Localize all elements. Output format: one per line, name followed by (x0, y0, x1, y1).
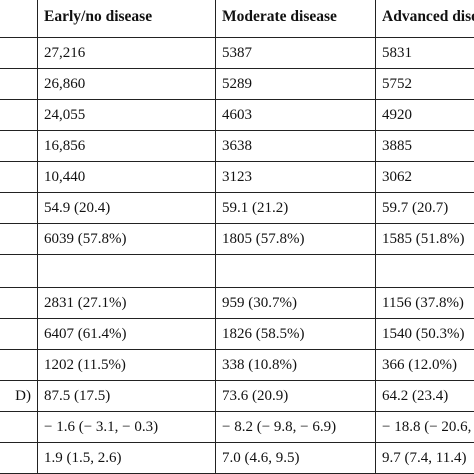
cell-advanced: 59.7 (20.7) (375, 192, 474, 224)
cell-early: 1.9 (1.5, 2.6) (37, 442, 216, 474)
cell-early: 6039 (57.8%) (37, 223, 216, 255)
cell-advanced: 1585 (51.8%) (375, 223, 474, 255)
cell-moderate: 5289 (215, 68, 376, 100)
table-row: 6407 (61.4%) 1826 (58.5%) 1540 (50.3%) (0, 318, 474, 350)
row-label (0, 192, 38, 224)
cell-early: 10,440 (37, 161, 216, 193)
row-label: D) (0, 380, 38, 412)
cell-moderate (215, 254, 376, 288)
row-label (0, 99, 38, 131)
cell-advanced: 3885 (375, 130, 474, 162)
table-row: 1202 (11.5%) 338 (10.8%) 366 (12.0%) (0, 349, 474, 381)
header-label-column (0, 0, 38, 38)
row-label (0, 37, 38, 69)
row-label (0, 442, 38, 474)
cell-advanced: 9.7 (7.4, 11.4) (375, 442, 474, 474)
row-label (0, 254, 38, 288)
cell-early: 54.9 (20.4) (37, 192, 216, 224)
table-row: 6039 (57.8%) 1805 (57.8%) 1585 (51.8%) (0, 223, 474, 255)
table-row: 10,440 3123 3062 (0, 161, 474, 193)
cell-early (37, 254, 216, 288)
table-row: 24,055 4603 4920 (0, 99, 474, 131)
header-advanced-disease: Advanced disease (375, 0, 474, 38)
cell-early: 6407 (61.4%) (37, 318, 216, 350)
cell-early: 1202 (11.5%) (37, 349, 216, 381)
cell-advanced: 1540 (50.3%) (375, 318, 474, 350)
cell-advanced: 366 (12.0%) (375, 349, 474, 381)
cell-moderate: 1826 (58.5%) (215, 318, 376, 350)
cell-moderate: 7.0 (4.6, 9.5) (215, 442, 376, 474)
table-row: − 1.6 (− 3.1, − 0.3) − 8.2 (− 9.8, − 6.9… (0, 411, 474, 443)
cell-moderate: 1805 (57.8%) (215, 223, 376, 255)
table-row: D) 87.5 (17.5) 73.6 (20.9) 64.2 (23.4) (0, 380, 474, 412)
cell-early: 87.5 (17.5) (37, 380, 216, 412)
cell-moderate: 73.6 (20.9) (215, 380, 376, 412)
table-row: 26,860 5289 5752 (0, 68, 474, 100)
cell-moderate: − 8.2 (− 9.8, − 6.9) (215, 411, 376, 443)
row-label (0, 223, 38, 255)
cell-early: − 1.6 (− 3.1, − 0.3) (37, 411, 216, 443)
row-label (0, 318, 38, 350)
header-moderate-disease: Moderate disease (215, 0, 376, 38)
cell-advanced: 3062 (375, 161, 474, 193)
cell-early: 16,856 (37, 130, 216, 162)
cell-advanced: 4920 (375, 99, 474, 131)
cell-advanced (375, 254, 474, 288)
cell-advanced: 1156 (37.8%) (375, 287, 474, 319)
table-row: 1.9 (1.5, 2.6) 7.0 (4.6, 9.5) 9.7 (7.4, … (0, 442, 474, 474)
table-section-row (0, 254, 474, 288)
cell-moderate: 4603 (215, 99, 376, 131)
row-label (0, 411, 38, 443)
cell-early: 27,216 (37, 37, 216, 69)
row-label (0, 349, 38, 381)
cell-early: 24,055 (37, 99, 216, 131)
table-row: 27,216 5387 5831 (0, 37, 474, 69)
row-label (0, 161, 38, 193)
table-header-row: Early/no disease Moderate disease Advanc… (0, 0, 474, 38)
row-label (0, 287, 38, 319)
cell-moderate: 3638 (215, 130, 376, 162)
table-row: 2831 (27.1%) 959 (30.7%) 1156 (37.8%) (0, 287, 474, 319)
table-row: 16,856 3638 3885 (0, 130, 474, 162)
row-label (0, 68, 38, 100)
row-label (0, 130, 38, 162)
table-row: 54.9 (20.4) 59.1 (21.2) 59.7 (20.7) (0, 192, 474, 224)
cell-early: 26,860 (37, 68, 216, 100)
header-early-no-disease: Early/no disease (37, 0, 216, 38)
cell-moderate: 5387 (215, 37, 376, 69)
cell-advanced: − 18.8 (− 20.6, − 17.2) (375, 411, 474, 443)
cell-advanced: 64.2 (23.4) (375, 380, 474, 412)
cell-advanced: 5831 (375, 37, 474, 69)
cell-early: 2831 (27.1%) (37, 287, 216, 319)
cell-moderate: 3123 (215, 161, 376, 193)
cell-advanced: 5752 (375, 68, 474, 100)
cell-moderate: 338 (10.8%) (215, 349, 376, 381)
cell-moderate: 59.1 (21.2) (215, 192, 376, 224)
cell-moderate: 959 (30.7%) (215, 287, 376, 319)
